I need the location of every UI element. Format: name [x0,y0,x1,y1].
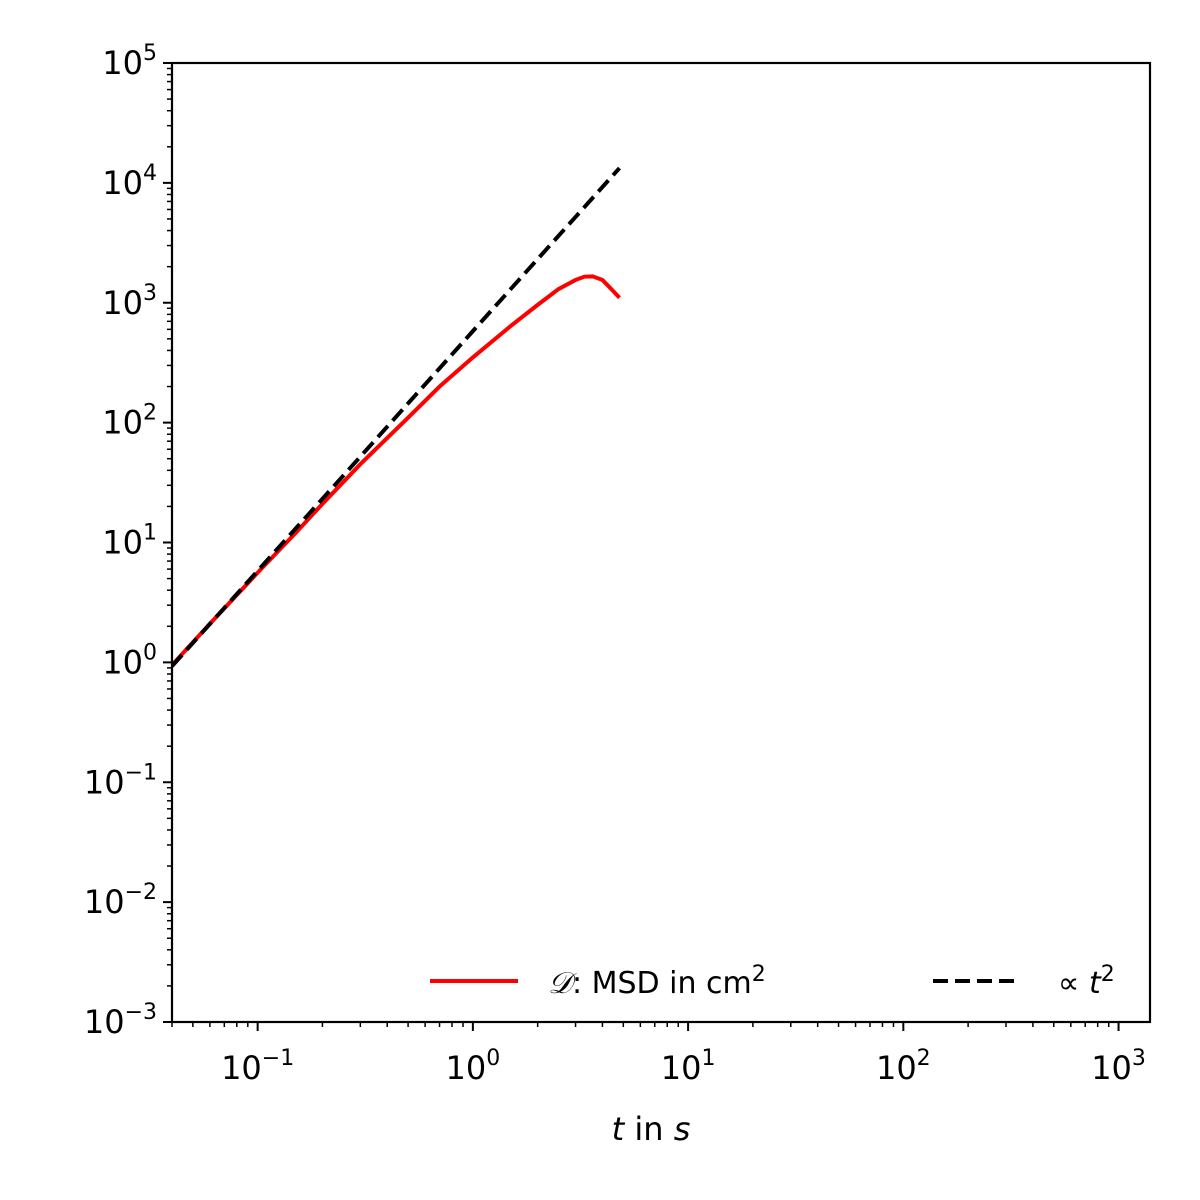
y-tick-label-exp: 4 [143,161,157,186]
legend-label-t2-var: t [1089,966,1102,1001]
ticks-layer [163,62,1120,1031]
x-tick-label-base: 10 [876,1049,917,1087]
y-tick-label-base: 10 [102,643,143,681]
y-tick-label: 104 [102,161,157,202]
plot-frame [170,61,1152,1024]
x-axis-label: t in s [612,1110,691,1148]
y-tick-label: 103 [102,281,157,322]
y-tick-label-exp: −3 [125,1000,157,1025]
x-tick-label: 10−1 [221,1046,294,1087]
y-tick-label-exp: 0 [143,640,157,665]
x-tick-label-base: 10 [221,1049,262,1087]
y-tick-label-exp: 2 [143,401,157,426]
y-tick-label-base: 10 [84,763,125,801]
legend-label-t2-prefix: ∝ [1058,966,1089,1001]
y-tick-label-base: 10 [102,164,143,202]
legend-label-msd-sup: 2 [752,962,766,987]
legend-label-t2: ∝ t2 [1058,962,1115,1001]
x-tick-label: 100 [446,1046,501,1087]
y-tick-label-base: 10 [102,44,143,82]
y-tick-label-base: 10 [102,284,143,322]
x-tick-label-exp: 2 [917,1046,931,1071]
x-axis-label-var: t [612,1110,626,1148]
legend: 𝒟: MSD in cm2 ∝ t2 [430,962,1115,1001]
y-tick-label: 10−2 [84,880,157,921]
legend-label-t2-sup: 2 [1101,962,1115,987]
y-tick-label-exp: 5 [143,41,157,66]
series-layer [172,166,621,668]
y-tick-label-base: 10 [102,524,143,562]
x-axis-label-middle: in [624,1110,674,1148]
y-tick-label: 101 [102,521,157,562]
x-tick-label-exp: −1 [262,1046,294,1071]
y-tick-label-exp: −2 [125,880,157,905]
y-tick-label-base: 10 [84,1003,125,1041]
y-tick-label-base: 10 [102,404,143,442]
x-tick-label: 102 [876,1046,931,1087]
y-tick-label-base: 10 [84,883,125,921]
y-tick-label: 100 [102,640,157,681]
legend-label-msd: 𝒟: MSD in cm2 [548,962,766,1001]
x-tick-label-base: 10 [661,1049,702,1087]
y-tick-label: 10−3 [84,1000,157,1041]
series-line-2 [172,166,621,668]
y-tick-label-exp: −1 [125,760,157,785]
labels-layer: 10−1 100 101 102 10310−310−210−1100101102103… [84,41,1146,1148]
x-tick-label-exp: 1 [701,1046,715,1071]
x-axis-label-unit: s [674,1110,691,1148]
y-tick-label: 102 [102,401,157,442]
x-tick-label: 101 [661,1046,716,1087]
series-line-1 [172,274,621,667]
x-tick-label-exp: 3 [1132,1046,1146,1071]
y-tick-label: 10−1 [84,760,157,801]
legend-label-msd-text: : MSD in cm [572,966,752,1001]
y-tick-label-exp: 1 [143,521,157,546]
x-tick-label: 103 [1091,1046,1146,1087]
x-tick-label-base: 10 [446,1049,487,1087]
x-tick-label-exp: 0 [486,1046,500,1071]
y-tick-label-exp: 3 [143,281,157,306]
y-tick-label: 105 [102,41,157,82]
x-tick-label-base: 10 [1091,1049,1132,1087]
